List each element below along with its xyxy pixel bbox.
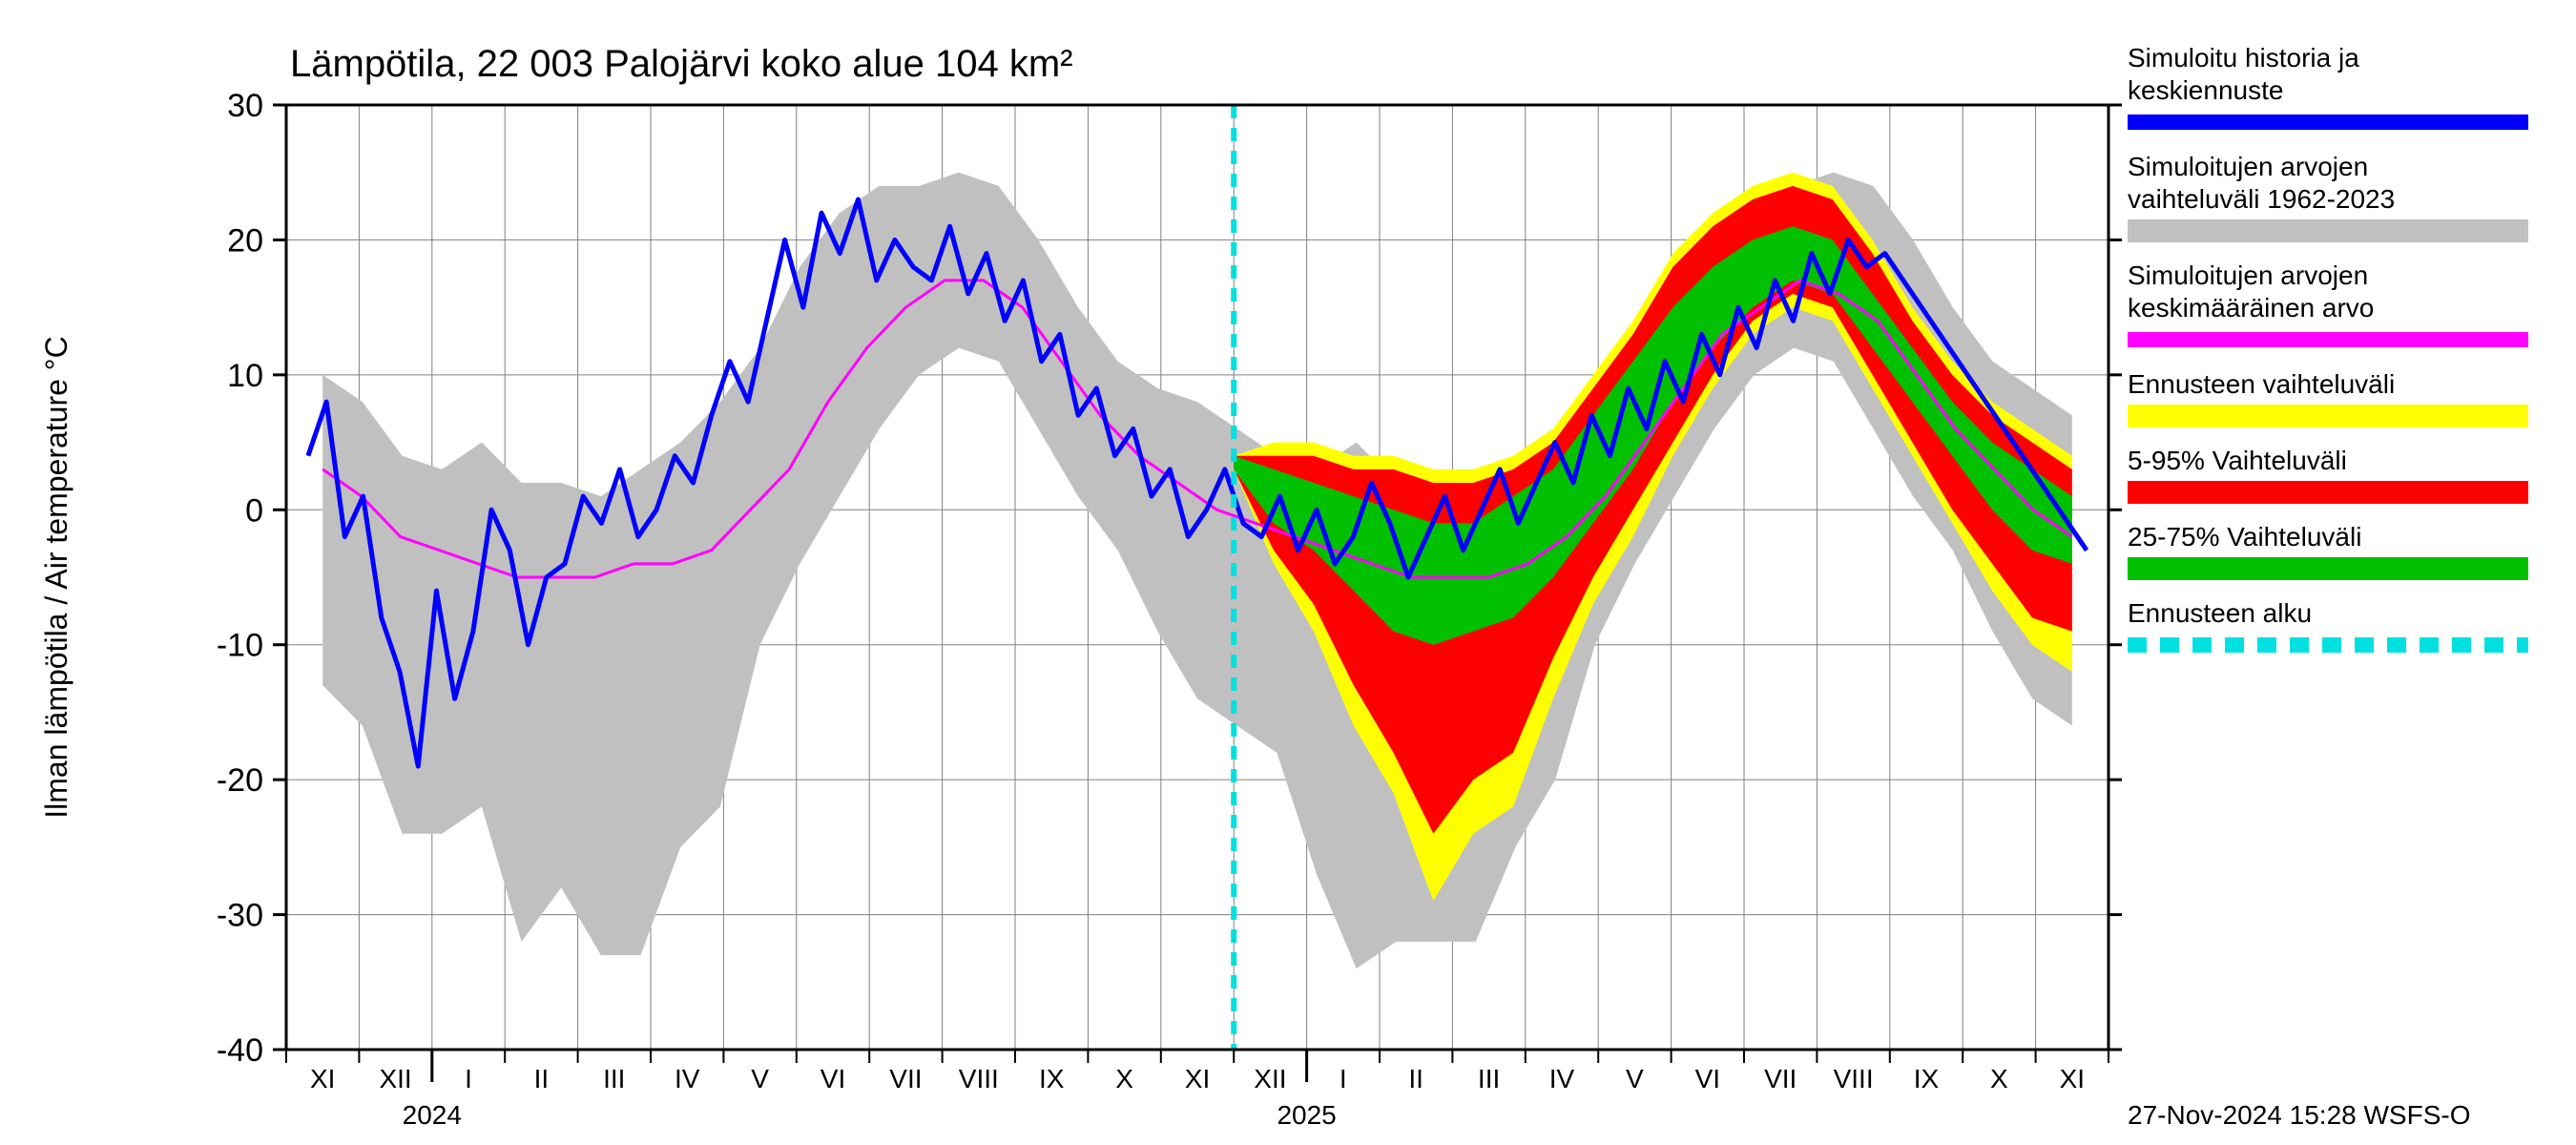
y-tick-label: -10 xyxy=(217,628,263,664)
y-tick-label: 0 xyxy=(245,492,263,529)
legend-swatch xyxy=(2128,219,2528,242)
legend-swatch xyxy=(2128,332,2528,347)
legend-label: vaihteluväli 1962-2023 xyxy=(2128,184,2395,214)
x-tick-label: IV xyxy=(675,1064,700,1093)
legend-label: 5-95% Vaihteluväli xyxy=(2128,446,2347,475)
x-tick-label: VIII xyxy=(959,1064,999,1093)
legend-swatch xyxy=(2128,557,2528,580)
legend-swatch xyxy=(2128,114,2528,130)
x-tick-label: X xyxy=(1990,1064,2008,1093)
legend-label: 25-75% Vaihteluväli xyxy=(2128,522,2361,552)
x-tick-label: II xyxy=(1408,1064,1423,1093)
legend-swatch xyxy=(2128,481,2528,504)
chart-title: Lämpötila, 22 003 Palojärvi koko alue 10… xyxy=(290,43,1072,85)
x-tick-label: VI xyxy=(821,1064,845,1093)
legend-label: keskimääräinen arvo xyxy=(2128,293,2374,323)
y-axis-label: Ilman lämpötila / Air temperature °C xyxy=(39,336,73,818)
x-tick-label: VIII xyxy=(1834,1064,1874,1093)
legend-label: Simuloitujen arvojen xyxy=(2128,260,2368,290)
x-year-label: 2025 xyxy=(1277,1100,1336,1130)
x-tick-label: XI xyxy=(1185,1064,1210,1093)
x-tick-label: XI xyxy=(2060,1064,2085,1093)
x-tick-label: XII xyxy=(1254,1064,1286,1093)
x-tick-label: V xyxy=(1626,1064,1644,1093)
x-tick-label: V xyxy=(751,1064,769,1093)
x-tick-label: II xyxy=(534,1064,550,1093)
y-tick-label: -20 xyxy=(217,762,263,799)
x-tick-label: XII xyxy=(379,1064,411,1093)
x-tick-label: VII xyxy=(889,1064,922,1093)
legend-swatch xyxy=(2128,405,2528,427)
legend-label: keskiennuste xyxy=(2128,75,2283,105)
footer-timestamp: 27-Nov-2024 15:28 WSFS-O xyxy=(2128,1100,2471,1130)
legend-label: Ennusteen alku xyxy=(2128,598,2312,628)
x-tick-label: I xyxy=(1340,1064,1347,1093)
y-tick-label: -30 xyxy=(217,898,263,934)
x-tick-label: IX xyxy=(1914,1064,1940,1093)
x-tick-label: III xyxy=(603,1064,625,1093)
legend-label: Simuloitujen arvojen xyxy=(2128,152,2368,181)
y-tick-label: 10 xyxy=(227,358,263,394)
x-year-label: 2024 xyxy=(403,1100,462,1130)
x-tick-label: I xyxy=(465,1064,472,1093)
x-tick-label: III xyxy=(1478,1064,1500,1093)
x-tick-label: IV xyxy=(1549,1064,1575,1093)
x-tick-label: X xyxy=(1115,1064,1133,1093)
x-tick-label: VI xyxy=(1695,1064,1720,1093)
legend-label: Ennusteen vaihteluväli xyxy=(2128,369,2395,399)
x-tick-label: IX xyxy=(1039,1064,1065,1093)
y-tick-label: 20 xyxy=(227,222,263,259)
x-tick-label: VII xyxy=(1764,1064,1797,1093)
temperature-chart: -40-30-20-100102030XIXIIIIIIIIIVVVIVIIVI… xyxy=(0,0,2576,1145)
y-tick-label: -40 xyxy=(217,1032,263,1069)
y-tick-label: 30 xyxy=(227,88,263,124)
x-tick-label: XI xyxy=(310,1064,335,1093)
legend-label: Simuloitu historia ja xyxy=(2128,43,2359,73)
